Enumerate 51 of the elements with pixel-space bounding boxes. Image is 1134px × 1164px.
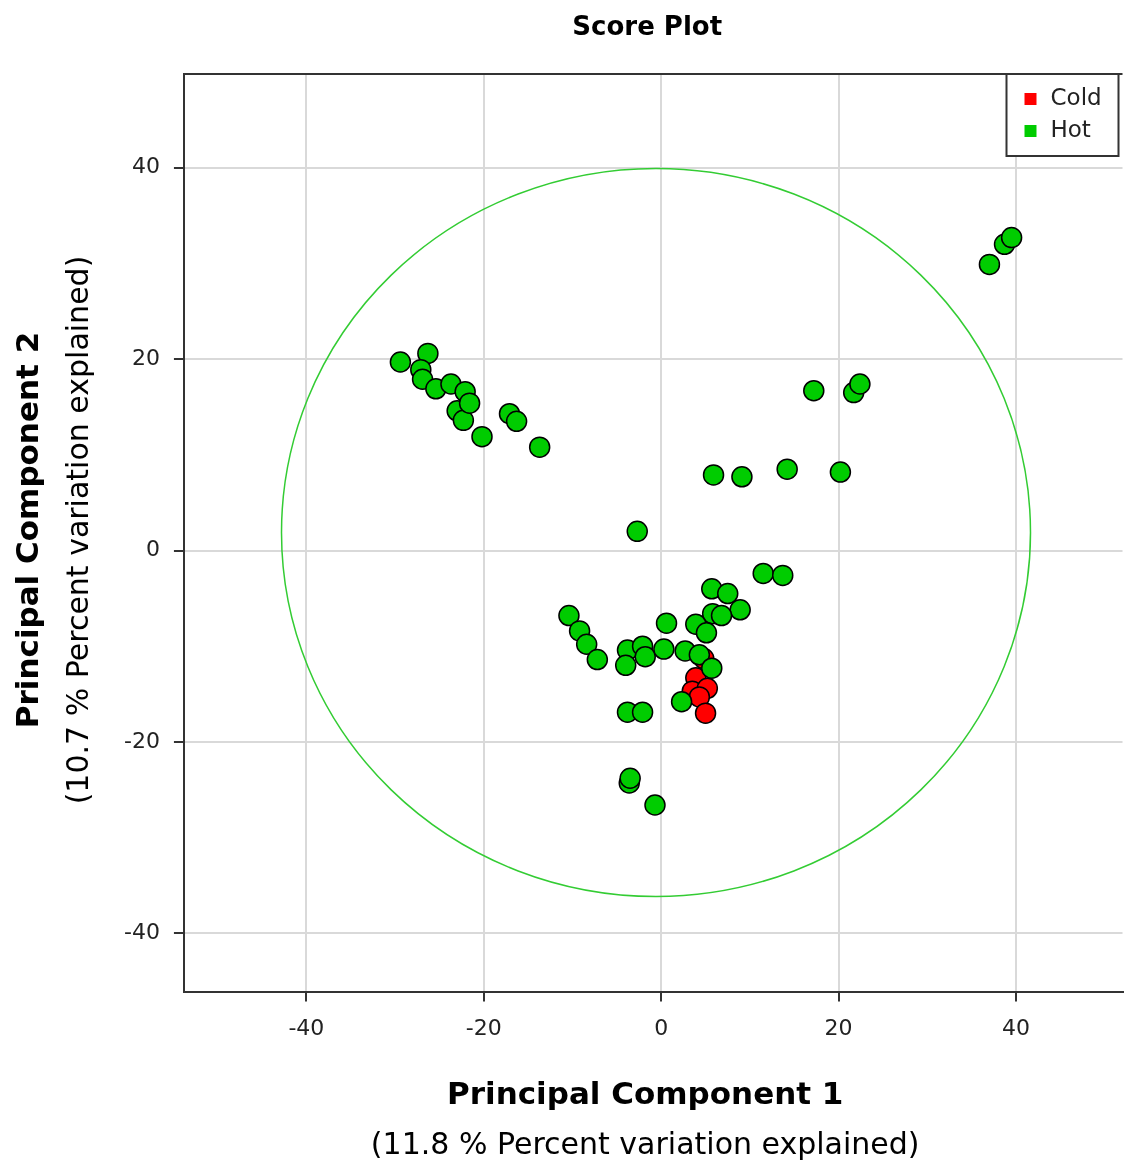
y-tick-label: -20 <box>124 727 160 753</box>
y-axis-title: Principal Component 2 (10.7 % Percent variation explained) <box>9 255 95 805</box>
point <box>710 604 733 627</box>
point <box>631 701 654 723</box>
point <box>716 582 739 605</box>
x-axis-title: Principal Component 1 (11.8 % Percent variation explained) <box>370 1075 920 1161</box>
point <box>776 458 798 480</box>
point <box>688 644 711 666</box>
x-tick-label: 40 <box>1002 1014 1031 1040</box>
point <box>614 654 637 677</box>
point <box>655 612 678 634</box>
point <box>849 373 871 395</box>
point <box>389 351 412 373</box>
point <box>586 648 609 671</box>
point <box>458 392 481 414</box>
x-tick-label: -20 <box>465 1014 502 1040</box>
point <box>634 645 656 668</box>
x-tick-label: 0 <box>654 1014 669 1040</box>
point <box>505 410 528 433</box>
point <box>752 562 774 585</box>
point <box>528 436 551 458</box>
x-tick-label: 20 <box>824 1014 853 1040</box>
point <box>731 466 753 488</box>
point <box>771 564 794 587</box>
point <box>829 461 852 483</box>
y-tick-label: -40 <box>124 918 160 944</box>
x-tick-label: -40 <box>288 1014 325 1040</box>
point <box>1000 226 1023 249</box>
point <box>701 657 723 679</box>
point <box>619 767 641 789</box>
point <box>695 622 718 644</box>
point <box>694 702 717 724</box>
point <box>653 638 675 660</box>
point <box>471 425 493 448</box>
point <box>670 690 693 713</box>
point <box>452 409 475 432</box>
point <box>729 599 751 621</box>
legend-label: Hot <box>1050 115 1091 142</box>
y-tick-label: 20 <box>131 344 160 370</box>
point <box>644 794 666 816</box>
point <box>803 379 825 402</box>
y-tick-label: 0 <box>145 536 160 562</box>
point <box>702 464 725 486</box>
point <box>558 604 580 627</box>
chart-title: Score Plot <box>572 10 723 41</box>
y-tick-label: 40 <box>131 153 160 179</box>
point <box>978 253 1001 276</box>
point <box>575 633 598 656</box>
point <box>626 520 648 543</box>
legend-label: Cold <box>1050 83 1102 110</box>
point <box>417 342 439 365</box>
